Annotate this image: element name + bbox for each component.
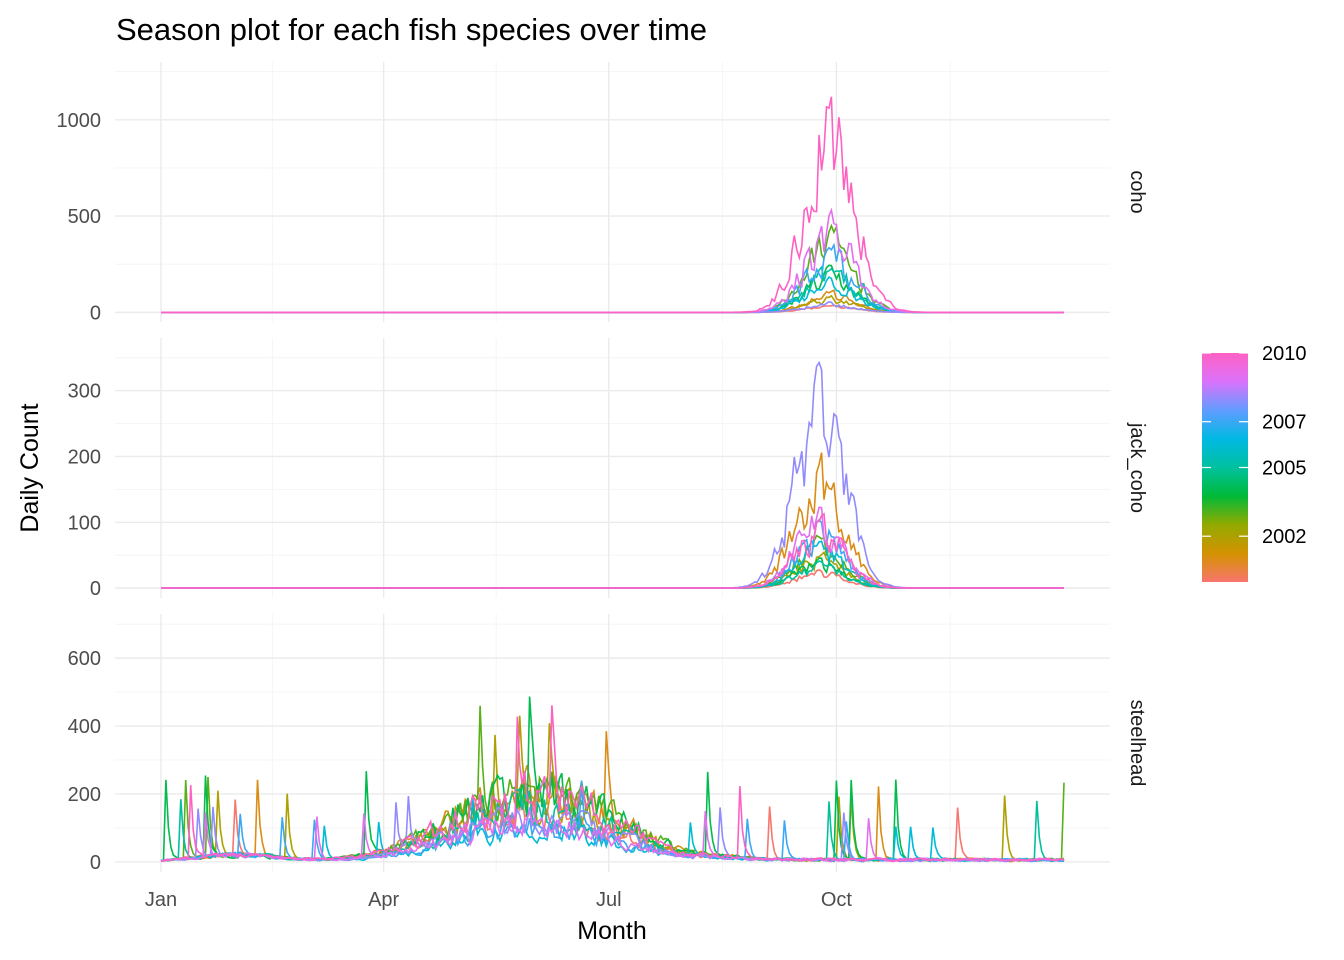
colorbar-label: 2002 bbox=[1262, 526, 1307, 548]
series-line-jack_coho-2009 bbox=[161, 506, 1064, 589]
series-line-coho-2010 bbox=[161, 96, 1064, 314]
series-line-coho-2000 bbox=[161, 304, 1064, 314]
series-line-coho-2007 bbox=[161, 242, 1064, 314]
y-tick-label: 200 bbox=[68, 784, 101, 806]
chart-title: Season plot for each fish species over t… bbox=[116, 12, 707, 47]
series-line-coho-2003 bbox=[161, 223, 1064, 314]
series-line-jack_coho-2007 bbox=[161, 518, 1064, 589]
series-line-steelhead-2009 bbox=[160, 810, 1065, 863]
colorbar-label: 2007 bbox=[1262, 412, 1307, 434]
y-tick-label: 0 bbox=[90, 302, 101, 324]
series-line-jack_coho-2008 bbox=[161, 360, 1064, 589]
series-line-steelhead-2001 bbox=[160, 731, 1065, 863]
series-line-jack_coho-2003 bbox=[161, 534, 1064, 589]
x-tick-label: Jul bbox=[596, 889, 622, 911]
colorbar-label: 2010 bbox=[1262, 343, 1307, 365]
x-tick-label: Apr bbox=[368, 889, 399, 911]
series-line-coho-2005 bbox=[161, 265, 1064, 314]
series-line-coho-2001 bbox=[161, 289, 1064, 314]
facet-strip-steelhead: steelhead bbox=[1126, 700, 1148, 787]
y-tick-label: 300 bbox=[68, 381, 101, 403]
series-line-jack_coho-2000 bbox=[161, 569, 1064, 589]
x-axis: Jan Apr Jul Oct bbox=[145, 889, 853, 911]
facet-strip-coho: coho bbox=[1126, 170, 1148, 213]
series-line-jack_coho-2002 bbox=[161, 550, 1064, 589]
y-tick-label: 600 bbox=[68, 648, 101, 670]
y-tick-label: 0 bbox=[90, 578, 101, 600]
y-tick-label: 200 bbox=[68, 446, 101, 468]
series-line-steelhead-2010 bbox=[160, 705, 1065, 863]
panel-jack_coho: 0 100 200 300 jack_coho bbox=[68, 338, 1148, 600]
series-line-coho-2008 bbox=[161, 300, 1064, 314]
y-axis-title: Daily Count bbox=[16, 403, 44, 532]
x-tick-label: Jan bbox=[145, 889, 177, 911]
series-line-coho-2009 bbox=[161, 207, 1064, 314]
series-line-coho-2002 bbox=[161, 294, 1064, 314]
y-tick-label: 1000 bbox=[57, 110, 102, 132]
series-line-jack_coho-2010 bbox=[161, 512, 1064, 589]
series-line-jack_coho-2006 bbox=[161, 538, 1064, 589]
y-tick-label: 500 bbox=[68, 206, 101, 228]
y-tick-label: 100 bbox=[68, 512, 101, 534]
panel-coho: 0 500 1000 coho bbox=[57, 62, 1148, 324]
series-line-coho-2006 bbox=[161, 276, 1064, 314]
x-tick-label: Oct bbox=[821, 889, 853, 911]
x-axis-title: Month bbox=[577, 917, 646, 945]
colorbar-label: 2005 bbox=[1262, 458, 1307, 480]
series-line-jack_coho-2004 bbox=[161, 557, 1064, 589]
y-tick-label: 0 bbox=[90, 852, 101, 874]
facet-panels: 0 500 1000 coho 0 100 200 300 jack_coho 0 200 400 60… bbox=[57, 62, 1148, 874]
y-tick-label: 400 bbox=[68, 716, 101, 738]
panel-steelhead: 0 200 400 600 steelhead bbox=[68, 614, 1148, 874]
series-line-jack_coho-2001 bbox=[161, 452, 1064, 589]
facet-strip-jack_coho: jack_coho bbox=[1126, 422, 1148, 513]
series-line-coho-2004 bbox=[161, 264, 1064, 314]
series-line-jack_coho-2005 bbox=[161, 560, 1064, 589]
year-colorbar-legend: 2002 2005 2007 2010 bbox=[1202, 343, 1307, 582]
series-line-steelhead-2002 bbox=[160, 715, 1065, 863]
